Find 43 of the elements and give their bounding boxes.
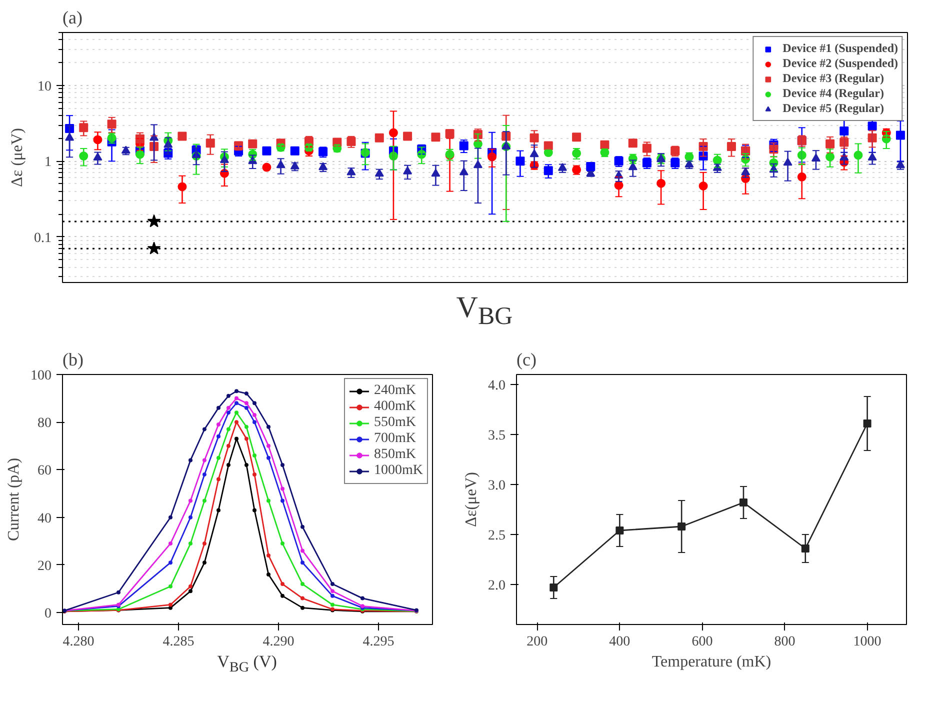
- y-tick-label: 1: [44, 155, 52, 170]
- y-tick-label: 20: [38, 558, 52, 574]
- y-tick-label: 100: [30, 368, 52, 384]
- legend-label: 240mK: [374, 383, 416, 399]
- y-tick-label: 80: [38, 416, 52, 432]
- x-tick-label: 600: [692, 634, 713, 650]
- y-axis-title: Δε(μeV): [463, 472, 480, 527]
- y-tick-label: 0.1: [34, 230, 52, 246]
- y-axis-title: Δε (μeV): [9, 128, 26, 187]
- y-tick-label: 3.5: [488, 428, 506, 444]
- legend-label: Device #2 (Suspended): [782, 56, 898, 71]
- x-tick-label: 4.290: [262, 634, 294, 650]
- y-axis-title: Current (pA): [6, 458, 22, 542]
- legend-label: 700mK: [374, 431, 416, 447]
- x-axis-title: V$_{BG}$ (V): [217, 652, 277, 676]
- y-tick-label: 2.0: [488, 578, 506, 594]
- legend-label: Device #1 (Suspended): [782, 41, 898, 56]
- y-tick-label: 40: [38, 511, 52, 526]
- y-tick-label: 10: [38, 79, 52, 94]
- x-tick-label: 1000: [853, 634, 882, 650]
- y-tick-label: 4.0: [488, 378, 506, 394]
- chart-title: (b): [62, 350, 84, 370]
- x-tick-label: 4.295: [362, 634, 394, 650]
- x-axis-title: V$_{BG}$: [456, 291, 513, 330]
- legend-label: Device #4 (Regular): [782, 86, 884, 101]
- x-tick-label: 400: [609, 634, 630, 650]
- x-tick-label: 4.285: [162, 634, 194, 650]
- x-tick-label: 200: [526, 634, 548, 650]
- legend-label: Device #3 (Regular): [782, 71, 884, 86]
- y-tick-label: 60: [38, 464, 52, 479]
- x-axis-title: Temperature (mK): [652, 654, 772, 670]
- y-tick-label: 2.5: [488, 528, 506, 544]
- x-tick-label: 800: [774, 634, 796, 650]
- legend-label: 1000mK: [374, 463, 423, 479]
- legend-label: Device #5 (Regular): [782, 101, 884, 116]
- legend-label: 400mK: [374, 399, 416, 415]
- y-tick-label: 0: [44, 606, 52, 622]
- chart-title: (c): [516, 350, 536, 370]
- chart-title: (a): [62, 8, 82, 28]
- x-tick-label: 4.280: [62, 634, 94, 650]
- legend-label: 550mK: [374, 415, 416, 431]
- y-tick-label: 3.0: [488, 478, 506, 494]
- legend-label: 850mK: [374, 447, 416, 463]
